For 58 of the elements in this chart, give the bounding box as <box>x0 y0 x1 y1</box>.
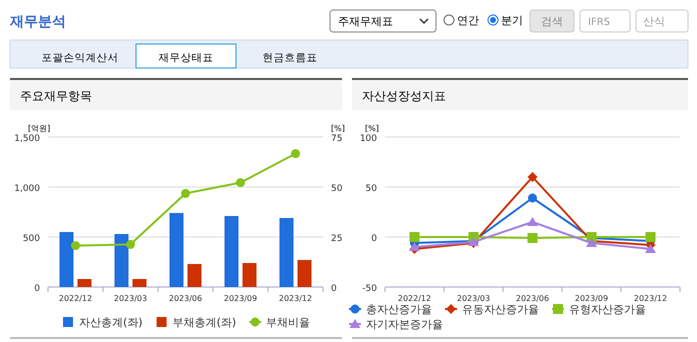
bar <box>298 260 312 287</box>
x-tick-label: 2022/12 <box>58 294 92 303</box>
point <box>528 172 538 182</box>
point <box>236 178 245 188</box>
bar <box>188 264 202 287</box>
point <box>527 217 538 226</box>
legend-label: 총자산증가율 <box>366 303 432 316</box>
y-tick-label: 500 <box>22 234 40 244</box>
point <box>528 194 537 202</box>
bar <box>114 234 128 287</box>
bar <box>60 232 74 287</box>
legend-label: 유형자산증가율 <box>569 303 646 316</box>
y2-tick-label: 75 <box>331 134 342 144</box>
x-tick-label: 2023/03 <box>456 294 490 303</box>
bar <box>78 279 92 287</box>
page-header: 재무분석 주재무제표 연간 분기 검색 IFRS 산식 포괄손익계산서 재무상태표 현금흐름표 <box>10 10 688 68</box>
x-tick-label: 2023/03 <box>114 294 148 303</box>
x-tick-label: 2023/12 <box>278 294 312 303</box>
point <box>71 241 80 250</box>
legend-label: 부채비율 <box>266 316 310 329</box>
y2-axis-title: [%] <box>331 124 345 133</box>
x-tick-label: 2023/06 <box>168 294 202 303</box>
point <box>410 232 420 242</box>
legend-label: 자산총계(좌) <box>79 316 143 329</box>
point <box>181 188 190 198</box>
bar <box>242 263 256 287</box>
bar <box>132 279 146 287</box>
point <box>126 240 135 249</box>
point <box>409 242 420 251</box>
point <box>646 232 656 242</box>
y-tick-label: 50 <box>366 184 378 194</box>
point <box>291 149 300 158</box>
legend-label: 자기자본증가율 <box>366 318 443 331</box>
y-tick-label: 100 <box>360 134 378 144</box>
x-tick-label: 2023/09 <box>574 294 608 303</box>
x-tick-label: 2022/12 <box>398 294 432 303</box>
bar <box>170 213 184 287</box>
bar <box>224 216 238 287</box>
y-tick-label: 1,500 <box>14 134 40 144</box>
legend-label: 유동자산증가율 <box>462 303 539 316</box>
y-tick-label: 0 <box>34 284 40 294</box>
y-tick-label: 0 <box>371 234 378 244</box>
bar <box>280 218 294 287</box>
chart-title: 주요재무항목 <box>20 89 92 103</box>
y-axis-title: [%] <box>365 124 379 133</box>
x-tick-label: 2023/06 <box>516 294 550 303</box>
chart-title: 자산성장성지표 <box>362 89 446 103</box>
y-tick-label: -50 <box>362 284 378 294</box>
y2-tick-label: 50 <box>331 184 343 194</box>
y-axis-title: [억원] <box>28 124 50 133</box>
x-tick-label: 2023/09 <box>224 294 258 303</box>
x-tick-label: 2023/12 <box>634 294 668 303</box>
legend-label: 부채총계(좌) <box>172 316 236 329</box>
y2-tick-label: 25 <box>331 234 342 244</box>
y2-tick-label: 0 <box>331 284 337 294</box>
y-tick-label: 1,000 <box>14 184 40 194</box>
point <box>645 244 656 253</box>
point <box>528 233 538 243</box>
